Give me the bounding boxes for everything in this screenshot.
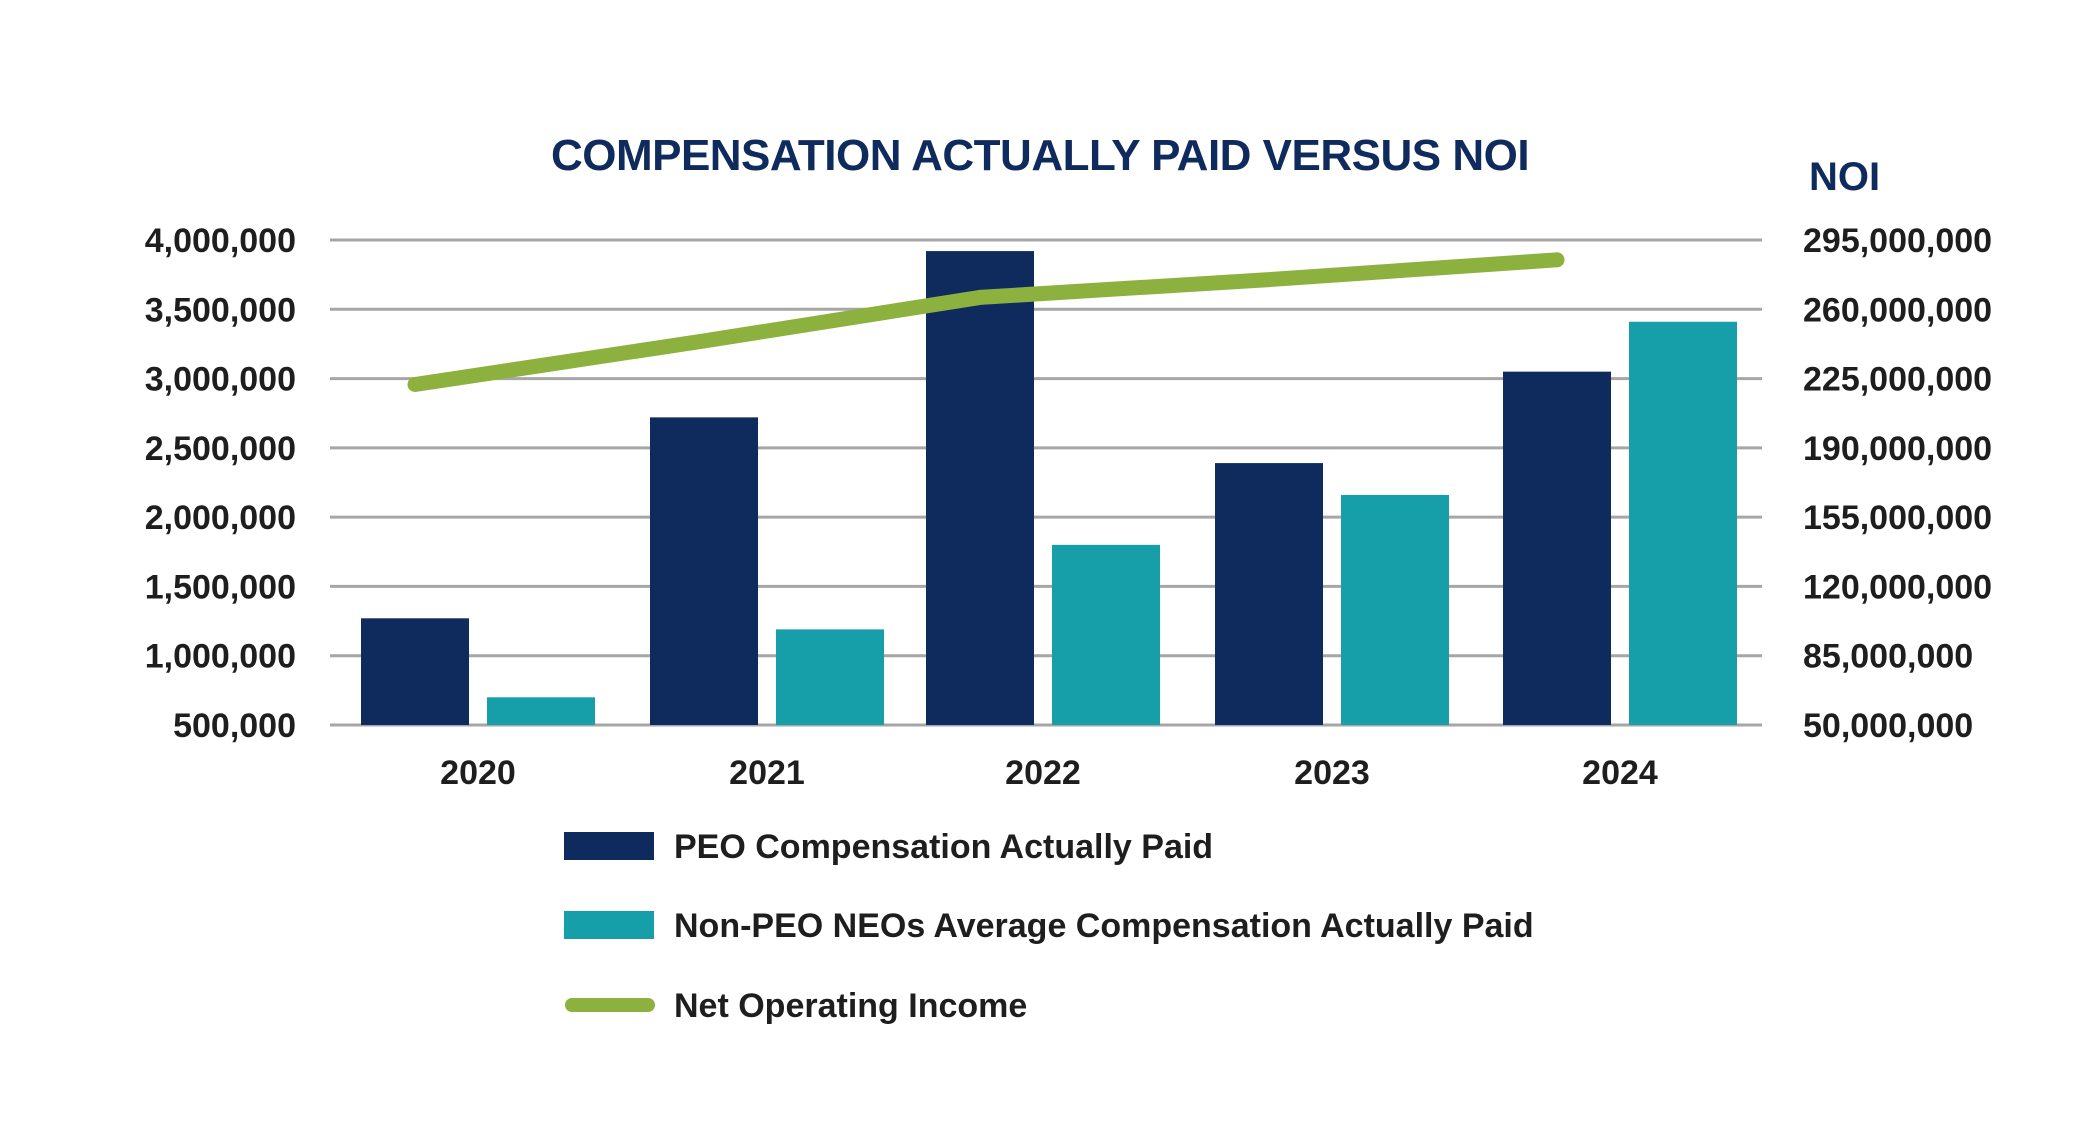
left-tick-label: 3,500,000 (145, 291, 296, 329)
right-axis-title: NOI (1809, 155, 1880, 199)
right-axis-ticks: 50,000,000 85,000,000 120,000,000 155,000,0… (1803, 222, 1992, 745)
category-label: 2022 (1005, 754, 1081, 792)
left-tick-label: 1,000,000 (145, 638, 296, 676)
right-tick-label: 190,000,000 (1803, 430, 1992, 468)
category-label: 2023 (1294, 754, 1370, 792)
peo-bar-2024 (1503, 371, 1611, 725)
chart-title: COMPENSATION ACTUALLY PAID VERSUS NOI (551, 131, 1529, 180)
category-label: 2024 (1582, 754, 1658, 792)
noi-line-path (407, 252, 1565, 393)
legend-label: Non-PEO NEOs Average Compensation Actual… (674, 907, 1534, 945)
gridlines (330, 238, 1762, 727)
peo-bar-2022 (926, 251, 1034, 726)
legend-label: Net Operating Income (674, 987, 1027, 1025)
legend-swatch (564, 911, 654, 939)
category-label: 2020 (440, 754, 516, 792)
non-peo-bar-2020 (487, 697, 595, 725)
right-tick-label: 120,000,000 (1803, 568, 1992, 606)
right-tick-label: 85,000,000 (1803, 638, 1973, 676)
left-axis-ticks: 500,000 1,000,000 1,500,000 2,000,000 2,500,… (145, 222, 296, 745)
category-label: 2021 (729, 754, 805, 792)
right-tick-label: 155,000,000 (1803, 499, 1992, 537)
peo-bar-2021 (650, 417, 758, 725)
legend-label: PEO Compensation Actually Paid (674, 828, 1213, 866)
category-labels: 2020 2021 2022 2023 2024 (440, 754, 1658, 792)
non-peo-bar-2024 (1629, 321, 1737, 725)
left-tick-label: 3,000,000 (145, 361, 296, 399)
bars (361, 251, 1737, 726)
right-tick-label: 50,000,000 (1803, 707, 1973, 745)
noi-line (407, 252, 1565, 393)
left-tick-label: 2,000,000 (145, 499, 296, 537)
legend: PEO Compensation Actually Paid Non-PEO NE… (564, 828, 1534, 1025)
peo-bar-2020 (361, 618, 469, 725)
legend-swatch (564, 832, 654, 860)
right-tick-label: 225,000,000 (1803, 361, 1992, 399)
left-tick-label: 1,500,000 (145, 568, 296, 606)
non-peo-bar-2023 (1341, 494, 1449, 725)
right-tick-label: 295,000,000 (1803, 222, 1992, 260)
left-tick-label: 2,500,000 (145, 430, 296, 468)
non-peo-bar-2021 (776, 629, 884, 725)
left-tick-label: 500,000 (173, 707, 296, 745)
peo-bar-2023 (1215, 463, 1323, 725)
left-tick-label: 4,000,000 (145, 222, 296, 260)
right-tick-label: 260,000,000 (1803, 291, 1992, 329)
non-peo-bar-2022 (1052, 544, 1160, 725)
